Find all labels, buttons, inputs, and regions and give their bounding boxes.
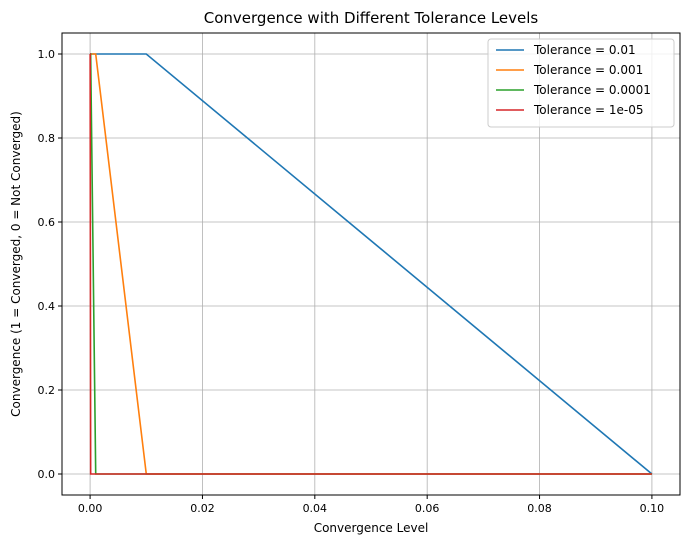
legend-label: Tolerance = 0.0001 — [533, 83, 651, 97]
legend-box — [487, 38, 675, 128]
legend-label: Tolerance = 0.01 — [533, 43, 636, 57]
legend-label: Tolerance = 0.001 — [533, 63, 643, 77]
x-tick-label: 0.02 — [190, 502, 215, 515]
series-lines — [89, 53, 653, 475]
x-tick-label: 0.04 — [303, 502, 328, 515]
x-axis-label: Convergence Level — [314, 521, 429, 535]
x-tick-label: 0.10 — [640, 502, 665, 515]
y-tick-label: 0.6 — [38, 216, 56, 229]
y-tick-label: 0.8 — [38, 132, 56, 145]
y-tick-label: 0.4 — [38, 300, 56, 313]
x-axis-ticks: 0.00 0.02 0.04 0.06 0.08 0.10 — [78, 495, 664, 515]
grid-lines — [62, 33, 680, 495]
series-line-4 — [89, 53, 652, 475]
y-tick-label: 0.2 — [38, 384, 56, 397]
y-tick-label: 0.0 — [38, 468, 56, 481]
y-tick-label: 1.0 — [38, 48, 56, 61]
legend: Tolerance = 0.01 Tolerance = 0.001 Toleran… — [487, 38, 675, 128]
legend-label: Tolerance = 1e-05 — [533, 103, 644, 117]
y-axis-label: Convergence (1 = Converged, 0 = Not Conv… — [9, 111, 23, 417]
x-tick-label: 0.00 — [78, 502, 103, 515]
chart-title: Convergence with Different Tolerance Lev… — [204, 9, 539, 27]
x-tick-label: 0.06 — [415, 502, 440, 515]
y-axis-ticks: 0.0 0.2 0.4 0.6 0.8 1.0 — [38, 48, 62, 481]
x-tick-label: 0.08 — [527, 502, 552, 515]
plot-frame — [61, 32, 681, 496]
